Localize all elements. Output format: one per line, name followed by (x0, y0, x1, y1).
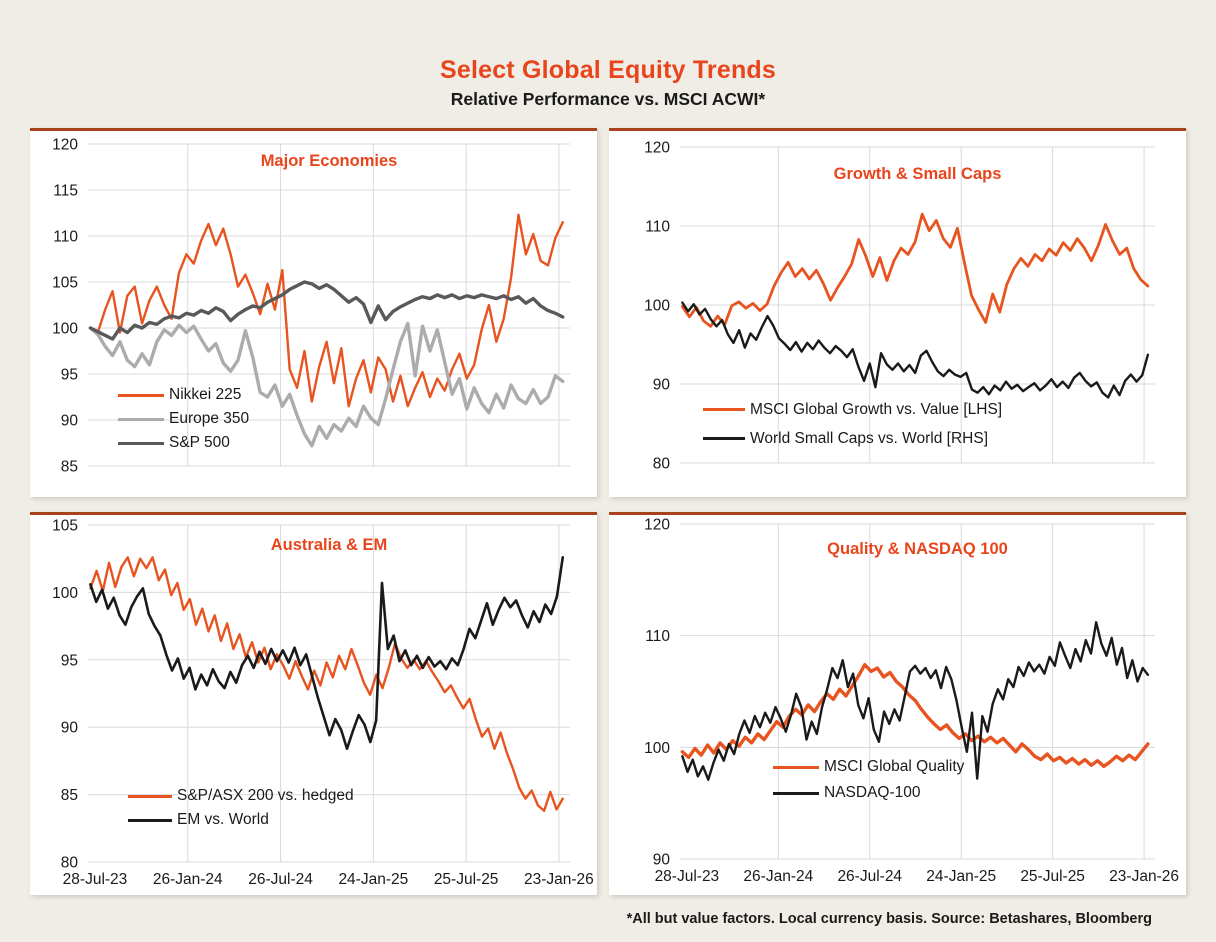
legend-swatch (128, 818, 172, 822)
series-line-world-small-caps-vs-world-rhs (681, 301, 1150, 399)
chart-panel-major-economies: 85 90 95 100 105 110 115 120 Major Economies Ni… (30, 128, 597, 497)
y-axis-tick-label: 100 (644, 298, 670, 315)
y-axis-tick-label: 95 (61, 652, 78, 669)
chart-australia-em: 80 85 90 95 100 105 28-Jul-23 26-Jan-24 26-Jul-2… (52, 518, 594, 889)
x-axis-tick-label: 28-Jul-23 (63, 871, 128, 888)
x-axis-tick-label: 23-Jan-26 (1109, 868, 1179, 885)
y-axis-tick-label: 115 (53, 183, 78, 200)
y-axis-tick-label: 85 (61, 787, 78, 804)
legend-quality-nasdaq: MSCI Global Quality NASDAQ-100 (773, 754, 964, 806)
x-axis-tick-label: 24-Jan-25 (338, 871, 408, 888)
legend-swatch (703, 437, 745, 440)
legend-item: Nikkei 225 (118, 383, 249, 407)
series-line-msci-global-growth-vs-value-lhs (680, 212, 1150, 328)
y-axis-tick-label: 90 (61, 720, 79, 737)
legend-swatch (773, 791, 819, 795)
legend-swatch (118, 393, 164, 397)
legend-major-economies: Nikkei 225 Europe 350 S&P 500 (118, 383, 249, 455)
legend-label: S&P 500 (169, 434, 230, 451)
x-axis-tick-label: 28-Jul-23 (655, 868, 720, 885)
legend-item: MSCI Global Quality (773, 754, 964, 780)
x-axis-tick-label: 26-Jan-24 (743, 868, 813, 885)
legend-item: NASDAQ-100 (773, 780, 964, 806)
chart-title-australia-em: Australia & EM (270, 536, 388, 554)
y-axis-tick-label: 100 (52, 321, 78, 338)
y-axis-tick-label: 105 (52, 518, 78, 535)
chart-quality-nasdaq: 90 100 110 120 28-Jul-23 26-Jan-24 26-Jul-24 24… (644, 517, 1179, 886)
y-axis-tick-label: 100 (644, 740, 670, 757)
chart-title-major-economies: Major Economies (260, 152, 398, 170)
legend-swatch (703, 408, 745, 411)
series-line-msci-global-quality (680, 662, 1150, 769)
page-title: Select Global Equity Trends (439, 56, 777, 84)
legend-label: NASDAQ-100 (824, 784, 921, 801)
y-axis-tick-label: 80 (653, 456, 671, 473)
legend-label: MSCI Global Quality (824, 758, 965, 775)
chart-title-quality-nasdaq: Quality & NASDAQ 100 (827, 540, 1008, 558)
series-line-s-p-500 (88, 280, 565, 341)
legend-growth-small-caps: MSCI Global Growth vs. Value [LHS] World … (703, 395, 1002, 453)
page-subtitle: Relative Performance vs. MSCI ACWI* (450, 89, 766, 109)
legend-item: S&P 500 (118, 431, 249, 455)
x-axis-tick-label: 26-Jul-24 (248, 871, 313, 888)
legend-australia-em: S&P/ASX 200 vs. hedged EM vs. World (128, 784, 354, 832)
y-axis-tick-label: 95 (61, 367, 78, 384)
legend-label: MSCI Global Growth vs. Value [LHS] (750, 400, 1003, 418)
series-line-em-vs-world (89, 556, 565, 751)
chart-panel-australia-em: 80 85 90 95 100 105 28-Jul-23 26-Jan-24 26-Jul-2… (30, 512, 597, 895)
x-axis-tick-label: 26-Jan-24 (153, 871, 223, 888)
y-axis-tick-label: 110 (645, 219, 670, 236)
y-axis-tick-label: 120 (644, 140, 670, 157)
series-line-s-p-asx-200-vs-hedged (89, 556, 564, 812)
legend-label: S&P/ASX 200 vs. hedged (177, 787, 354, 804)
footnote: *All but value factors. Local currency b… (626, 911, 1152, 927)
y-axis-tick-label: 90 (653, 377, 671, 394)
legend-swatch (128, 794, 172, 798)
x-axis-tick-label: 24-Jan-25 (926, 868, 996, 885)
chart-growth-small-caps: 80 90 100 110 120 (644, 140, 1155, 473)
chart-title-growth-small-caps: Growth & Small Caps (833, 165, 1002, 183)
legend-label: Nikkei 225 (169, 386, 242, 403)
legend-item: S&P/ASX 200 vs. hedged (128, 784, 354, 808)
y-axis-tick-label: 120 (644, 517, 670, 534)
chart-major-economies: 85 90 95 100 105 110 115 120 (52, 137, 570, 476)
legend-item: EM vs. World (128, 808, 354, 832)
chart-panel-growth-small-caps: 80 90 100 110 120 Growth & Small Caps MSCI G… (609, 128, 1186, 497)
y-axis-tick-label: 120 (52, 137, 78, 154)
y-axis-tick-label: 110 (53, 229, 78, 246)
x-axis-tick-label: 25-Jul-25 (434, 871, 499, 888)
legend-item: World Small Caps vs. World [RHS] (703, 424, 1002, 453)
legend-item: MSCI Global Growth vs. Value [LHS] (703, 395, 1002, 424)
legend-label: World Small Caps vs. World [RHS] (750, 429, 989, 447)
legend-item: Europe 350 (118, 407, 249, 431)
y-axis-tick-label: 105 (52, 275, 78, 292)
series-line-nasdaq-100 (681, 621, 1150, 781)
x-axis-tick-label: 25-Jul-25 (1020, 868, 1085, 885)
legend-swatch (773, 765, 819, 769)
series-line-europe-350 (88, 321, 565, 448)
legend-swatch (118, 441, 164, 445)
x-axis-tick-label: 23-Jan-26 (524, 871, 594, 888)
y-axis-tick-label: 100 (52, 585, 78, 602)
y-axis-tick-label: 110 (645, 628, 670, 645)
chart-panel-quality-nasdaq: 90 100 110 120 28-Jul-23 26-Jan-24 26-Jul-24 24… (609, 512, 1186, 895)
series-line-nikkei-225 (89, 213, 564, 408)
legend-swatch (118, 417, 164, 421)
y-axis-tick-label: 85 (61, 459, 78, 476)
y-axis-tick-label: 80 (61, 855, 79, 872)
legend-label: EM vs. World (177, 811, 269, 828)
y-axis-tick-label: 90 (61, 413, 79, 430)
x-axis-tick-label: 26-Jul-24 (837, 868, 902, 885)
legend-label: Europe 350 (169, 410, 250, 427)
y-axis-tick-label: 90 (653, 852, 671, 869)
